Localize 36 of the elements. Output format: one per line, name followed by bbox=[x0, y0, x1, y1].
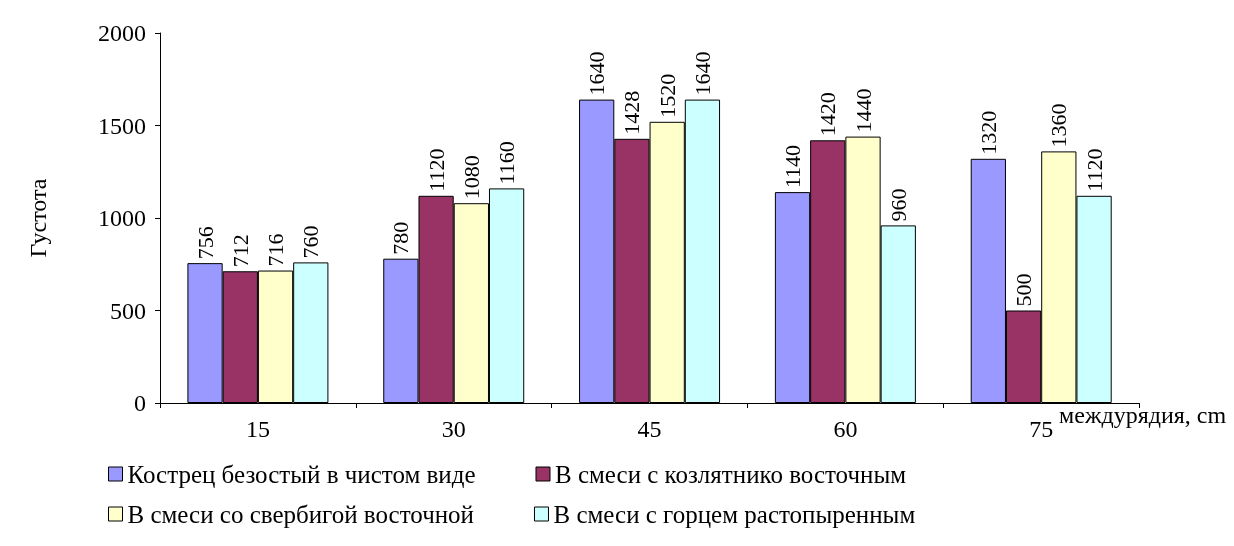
data-label: 1080 bbox=[458, 155, 484, 200]
x-tick-label: 15 bbox=[245, 416, 270, 442]
y-tick-label: 1000 bbox=[98, 205, 146, 231]
data-label: 760 bbox=[298, 225, 324, 259]
data-label: 1120 bbox=[1081, 148, 1107, 192]
x-axis-title: междурядия, cm bbox=[1059, 402, 1227, 428]
legend-label: В смеси со свербигой восточной bbox=[127, 500, 474, 528]
data-label: 1420 bbox=[815, 92, 841, 137]
legend-label: Кострец безостый в чистом виде bbox=[127, 460, 476, 488]
x-tick-label: 60 bbox=[833, 416, 858, 442]
y-axis-title: Густота bbox=[25, 178, 51, 258]
x-tick-label: 45 bbox=[637, 416, 662, 442]
data-label: 1360 bbox=[1046, 103, 1072, 148]
legend-label: В смеси с горцем растопыренным bbox=[553, 500, 916, 528]
data-label: 500 bbox=[1011, 273, 1037, 307]
data-label: 1428 bbox=[619, 90, 645, 135]
data-label: 716 bbox=[263, 233, 289, 267]
legend-label: В смеси с козлятнико восточным bbox=[554, 460, 907, 488]
x-tick-label: 75 bbox=[1029, 416, 1054, 442]
data-label: 712 bbox=[227, 234, 253, 268]
data-label: 1640 bbox=[689, 51, 715, 96]
data-label: 1120 bbox=[423, 148, 449, 192]
data-label: 1320 bbox=[975, 110, 1001, 155]
data-label: 1640 bbox=[584, 51, 610, 96]
data-label: 780 bbox=[388, 221, 414, 255]
y-tick-label: 500 bbox=[110, 297, 146, 324]
data-label: 1160 bbox=[494, 141, 520, 185]
data-label: 1520 bbox=[654, 73, 680, 118]
x-tick-label: 30 bbox=[441, 416, 466, 442]
y-tick-label: 2000 bbox=[98, 20, 146, 46]
y-tick-label: 0 bbox=[134, 390, 146, 416]
data-label: 1440 bbox=[850, 88, 876, 133]
y-tick-label: 1500 bbox=[98, 112, 146, 139]
data-label: 960 bbox=[885, 188, 911, 222]
data-label: 756 bbox=[192, 226, 218, 260]
data-label: 1140 bbox=[780, 144, 806, 189]
